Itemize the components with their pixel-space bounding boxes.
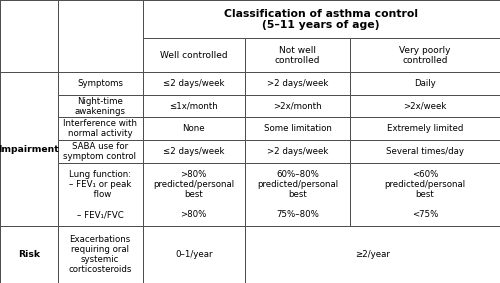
Bar — [142, 72, 245, 95]
Text: >2 days/week: >2 days/week — [267, 147, 328, 156]
Bar — [142, 226, 245, 283]
Text: ≥2/year: ≥2/year — [355, 250, 390, 259]
Bar — [58, 95, 142, 117]
Text: >2 days/week: >2 days/week — [267, 79, 328, 88]
Text: <60%
predicted/personal
best

<75%: <60% predicted/personal best <75% — [384, 170, 466, 219]
Bar — [58, 72, 142, 95]
Bar — [0, 226, 58, 283]
Bar — [350, 163, 500, 226]
Bar — [58, 0, 142, 72]
Text: Daily: Daily — [414, 79, 436, 88]
Text: Impairment: Impairment — [0, 145, 59, 154]
Bar — [245, 38, 350, 72]
Bar — [142, 117, 245, 140]
Text: Some limitation: Some limitation — [264, 124, 332, 133]
Bar — [245, 72, 350, 95]
Bar — [58, 140, 142, 163]
Bar — [350, 117, 500, 140]
Bar — [350, 140, 500, 163]
Bar — [0, 72, 58, 226]
Text: Several times/day: Several times/day — [386, 147, 464, 156]
Bar — [245, 140, 350, 163]
Text: 60%–80%
predicted/personal
best

75%–80%: 60%–80% predicted/personal best 75%–80% — [257, 170, 338, 219]
Text: SABA use for
symptom control: SABA use for symptom control — [64, 142, 136, 161]
Bar — [0, 0, 58, 72]
Text: Interference with
normal activity: Interference with normal activity — [63, 119, 137, 138]
Text: None: None — [182, 124, 205, 133]
Bar — [58, 163, 142, 226]
Text: Symptoms: Symptoms — [77, 79, 123, 88]
Bar — [245, 117, 350, 140]
Text: Risk: Risk — [18, 250, 40, 259]
Bar — [350, 95, 500, 117]
Bar — [58, 226, 142, 283]
Text: Lung function:
– FEV₁ or peak
  flow

– FEV₁/FVC: Lung function: – FEV₁ or peak flow – FEV… — [69, 170, 131, 219]
Bar — [245, 226, 500, 283]
Text: ≤2 days/week: ≤2 days/week — [163, 147, 224, 156]
Bar — [142, 140, 245, 163]
Text: Well controlled: Well controlled — [160, 51, 228, 60]
Text: >2x/week: >2x/week — [404, 102, 446, 111]
Bar — [58, 117, 142, 140]
Text: Not well
controlled: Not well controlled — [275, 46, 320, 65]
Text: ≤2 days/week: ≤2 days/week — [163, 79, 224, 88]
Bar — [142, 95, 245, 117]
Bar — [350, 72, 500, 95]
Bar — [245, 163, 350, 226]
Text: Classification of asthma control
(5–11 years of age): Classification of asthma control (5–11 y… — [224, 8, 418, 30]
Bar — [142, 163, 245, 226]
Bar — [350, 38, 500, 72]
Bar — [142, 0, 500, 38]
Bar — [142, 38, 245, 72]
Text: Extremely limited: Extremely limited — [387, 124, 463, 133]
Text: 0–1/year: 0–1/year — [175, 250, 212, 259]
Text: Very poorly
controlled: Very poorly controlled — [399, 46, 451, 65]
Text: Night-time
awakenings: Night-time awakenings — [74, 97, 126, 116]
Bar — [245, 95, 350, 117]
Text: Exacerbations
requiring oral
systemic
corticosteroids: Exacerbations requiring oral systemic co… — [68, 235, 132, 274]
Text: >2x/month: >2x/month — [273, 102, 322, 111]
Text: >80%
predicted/personal
best

>80%: >80% predicted/personal best >80% — [153, 170, 234, 219]
Text: ≤1x/month: ≤1x/month — [170, 102, 218, 111]
